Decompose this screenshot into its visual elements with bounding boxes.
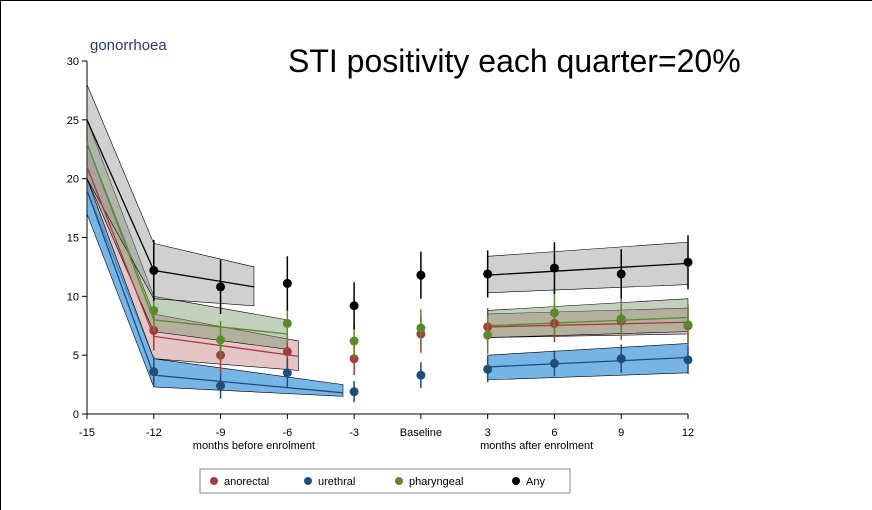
data-point xyxy=(549,263,559,273)
data-point xyxy=(416,323,426,333)
data-point xyxy=(349,301,359,311)
x-tick-label: -15 xyxy=(79,427,95,439)
x-tick-label: -9 xyxy=(216,427,226,439)
confidence-band xyxy=(86,119,288,350)
chart-title: STI positivity each quarter=20% xyxy=(288,43,741,79)
data-point xyxy=(549,358,559,368)
legend-label: Any xyxy=(526,476,545,488)
legend-marker xyxy=(304,477,312,485)
y-tick-label: 0 xyxy=(73,409,79,421)
data-point xyxy=(483,269,493,279)
data-point xyxy=(282,368,292,378)
data-point xyxy=(216,335,226,345)
data-point xyxy=(282,318,292,328)
x-tick-label: 12 xyxy=(682,427,694,439)
data-point xyxy=(349,336,359,346)
data-point xyxy=(149,305,159,315)
y-tick-label: 30 xyxy=(67,56,79,68)
data-point xyxy=(483,364,493,374)
data-point xyxy=(416,370,426,380)
data-point xyxy=(349,387,359,397)
legend-label: urethral xyxy=(318,476,355,488)
y-tick-label: 5 xyxy=(73,350,79,362)
x-axis-label: months before enrolment xyxy=(193,440,315,452)
x-tick-label: -3 xyxy=(349,427,359,439)
data-point xyxy=(616,269,626,279)
fit-line xyxy=(487,356,689,368)
legend-marker xyxy=(512,477,520,485)
data-point xyxy=(549,308,559,318)
y-tick-label: 20 xyxy=(67,174,79,186)
data-point xyxy=(616,354,626,364)
y-tick-label: 10 xyxy=(67,291,79,303)
legend-marker xyxy=(210,477,218,485)
legend-box xyxy=(199,468,571,494)
confidence-band xyxy=(487,241,689,294)
data-point xyxy=(216,381,226,391)
legend-marker xyxy=(395,477,403,485)
y-tick-label: 25 xyxy=(67,115,79,127)
data-point xyxy=(149,265,159,275)
data-point xyxy=(616,314,626,324)
x-tick-label: -6 xyxy=(282,427,292,439)
data-point xyxy=(683,355,693,365)
data-point xyxy=(216,282,226,292)
data-point xyxy=(149,367,159,377)
data-point xyxy=(483,330,493,340)
data-point xyxy=(282,347,292,357)
x-tick-label: 6 xyxy=(551,427,557,439)
x-tick-label: Baseline xyxy=(400,427,442,439)
fit-line xyxy=(487,321,689,328)
legend-label: pharyngeal xyxy=(409,476,463,488)
legend-label: anorectal xyxy=(224,476,269,488)
fit-line xyxy=(487,262,689,276)
y-tick-label: 15 xyxy=(67,233,79,245)
x-tick-label: -12 xyxy=(146,427,162,439)
data-point xyxy=(282,278,292,288)
data-point xyxy=(683,257,693,267)
data-point xyxy=(683,320,693,330)
x-tick-label: 3 xyxy=(485,427,491,439)
data-point xyxy=(416,270,426,280)
x-axis-label: months after enrolment xyxy=(480,440,593,452)
fit-line xyxy=(487,316,689,327)
panel-label: gonorrhoea xyxy=(90,37,167,54)
x-tick-label: 9 xyxy=(618,427,624,439)
